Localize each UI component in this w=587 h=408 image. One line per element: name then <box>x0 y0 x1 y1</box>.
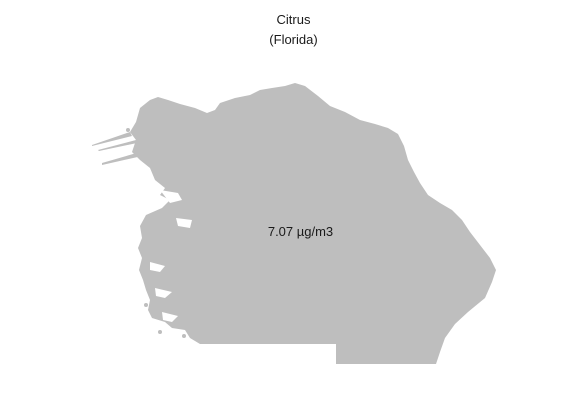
map-subtitle: (Florida) <box>269 32 318 47</box>
coastal-spit <box>92 132 132 146</box>
map-title: Citrus <box>276 12 311 27</box>
island <box>186 230 190 234</box>
coastal-spit <box>98 140 137 151</box>
island <box>126 128 130 132</box>
island <box>182 334 186 338</box>
island <box>158 330 162 334</box>
island <box>144 303 148 307</box>
island <box>212 204 216 208</box>
county-shape <box>130 83 496 364</box>
coastal-spit <box>102 152 142 165</box>
island <box>155 174 159 178</box>
map-value-label: 7.07 µg/m3 <box>267 224 334 239</box>
